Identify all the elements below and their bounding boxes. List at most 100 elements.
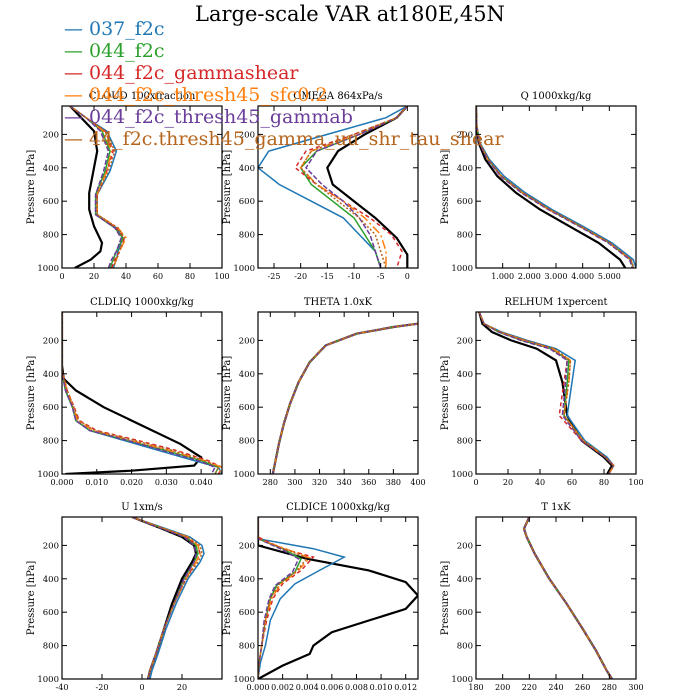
series-line xyxy=(523,517,613,679)
plot-frame xyxy=(257,105,419,269)
y-tick-label: 1000 xyxy=(37,470,59,480)
panel-title: CLDICE 1000xkg/kg xyxy=(286,502,390,513)
y-axis-label: Pressure [hPa] xyxy=(26,356,37,431)
y-axis-label: Pressure [hPa] xyxy=(222,356,233,431)
x-tick-label: 0.012 xyxy=(394,683,417,692)
plot-frame xyxy=(257,516,419,680)
series-line xyxy=(258,517,300,679)
series-line xyxy=(272,322,418,474)
y-tick-label: 400 xyxy=(239,370,255,380)
x-tick-label: 260 xyxy=(575,683,590,692)
series-line xyxy=(69,106,104,268)
x-tick-label: 3.000 xyxy=(545,272,568,281)
x-tick-label: 20 xyxy=(177,683,187,692)
panel-title: Q 1000xkg/kg xyxy=(521,91,592,102)
legend-item: — 037_f2c xyxy=(64,18,504,40)
series-line xyxy=(131,517,201,679)
chart-panel: CLDLIQ 1000xkg/kg Pressure [hPa] 200 400 600… xyxy=(26,297,223,487)
y-tick-label: 600 xyxy=(239,608,255,618)
legend-item: — 044_f2c_thresh45_sfc0.2 xyxy=(64,84,504,106)
x-tick-label: 2.000 xyxy=(518,272,541,281)
x-tick-label: 0.030 xyxy=(155,478,178,487)
panel-title: THETA 1.0xK xyxy=(304,297,373,308)
y-tick-label: 200 xyxy=(457,130,473,140)
y-tick-label: 800 xyxy=(457,231,473,241)
series-line xyxy=(478,312,615,474)
x-tick-label: 20 xyxy=(503,478,513,487)
y-tick-label: 1000 xyxy=(233,675,255,685)
y-tick-label: 600 xyxy=(43,608,59,618)
plot-frame xyxy=(475,516,637,680)
series-line xyxy=(258,106,408,268)
y-tick-label: 800 xyxy=(239,437,255,447)
series-line xyxy=(299,106,408,268)
y-tick-label: 1000 xyxy=(233,470,255,480)
series-line xyxy=(62,312,203,474)
panel-title: T 1xK xyxy=(541,502,571,513)
chart-panel: CLDICE 1000xkg/kg Pressure [hPa] 200 400 600… xyxy=(222,502,419,692)
y-axis-label: Pressure [hPa] xyxy=(26,561,37,636)
x-tick-label: 0.002 xyxy=(271,683,294,692)
series-line xyxy=(69,106,126,268)
x-tick-label: -40 xyxy=(56,683,69,692)
chart-panel: THETA 1.0xK Pressure [hPa] 200 400 600 800 100… xyxy=(222,297,426,487)
x-tick-label: 0 xyxy=(139,683,144,692)
y-tick-label: 800 xyxy=(457,437,473,447)
x-tick-label: -20 xyxy=(294,272,307,281)
x-tick-label: 5.000 xyxy=(598,272,621,281)
y-tick-label: 600 xyxy=(457,197,473,207)
x-tick-label: 400 xyxy=(410,478,425,487)
series-line xyxy=(272,322,418,474)
x-tick-label: 180 xyxy=(468,683,483,692)
series-line xyxy=(478,312,614,474)
y-tick-label: 800 xyxy=(457,642,473,652)
y-tick-label: 200 xyxy=(457,541,473,551)
x-tick-label: 0.008 xyxy=(345,683,368,692)
y-tick-label: 200 xyxy=(43,336,59,346)
legend-item: — 44_f2c.thresh45_gamma_uu_shr_tau_shear xyxy=(64,128,504,150)
x-tick-label: 40 xyxy=(121,272,131,281)
x-tick-label: 80 xyxy=(599,478,609,487)
legend: — 037_f2c — 044_f2c — 044_f2c_gammashear — 0… xyxy=(64,18,504,150)
legend-dash: — xyxy=(64,84,83,106)
series-line xyxy=(476,106,635,268)
x-tick-label: 220 xyxy=(522,683,537,692)
x-tick-label: 300 xyxy=(287,478,302,487)
y-axis-label: Pressure [hPa] xyxy=(222,150,233,225)
series-line xyxy=(476,106,634,268)
panel-title: CLDLIQ 1000xkg/kg xyxy=(90,297,194,308)
y-tick-label: 400 xyxy=(239,164,255,174)
y-tick-label: 800 xyxy=(43,437,59,447)
x-tick-label: -20 xyxy=(96,683,109,692)
series-line xyxy=(326,106,409,268)
panel-title: OMEGA 864xPa/s xyxy=(293,91,383,102)
x-tick-label: 0.000 xyxy=(51,478,74,487)
x-tick-label: 320 xyxy=(312,478,327,487)
x-tick-label: -25 xyxy=(268,272,281,281)
series-line xyxy=(258,517,418,679)
y-tick-label: 400 xyxy=(239,575,255,585)
series-line xyxy=(272,322,418,474)
y-tick-label: 600 xyxy=(239,197,255,207)
series-line xyxy=(62,312,220,474)
y-axis-label: Pressure [hPa] xyxy=(440,356,451,431)
y-tick-label: 800 xyxy=(43,642,59,652)
y-tick-label: 800 xyxy=(239,642,255,652)
x-tick-label: 0.004 xyxy=(296,683,319,692)
y-tick-label: 400 xyxy=(43,575,59,585)
series-line xyxy=(62,312,217,474)
y-tick-label: 200 xyxy=(239,336,255,346)
series-line xyxy=(272,322,418,474)
x-tick-label: 60 xyxy=(153,272,163,281)
y-tick-label: 400 xyxy=(43,164,59,174)
x-tick-label: 60 xyxy=(567,478,577,487)
y-tick-label: 200 xyxy=(457,336,473,346)
series-line xyxy=(62,312,222,474)
panel-title: CLOUD 100xfraction xyxy=(89,91,196,102)
legend-label: 044_f2c_thresh45_gammab xyxy=(89,106,353,128)
y-axis-label: Pressure [hPa] xyxy=(26,150,37,225)
